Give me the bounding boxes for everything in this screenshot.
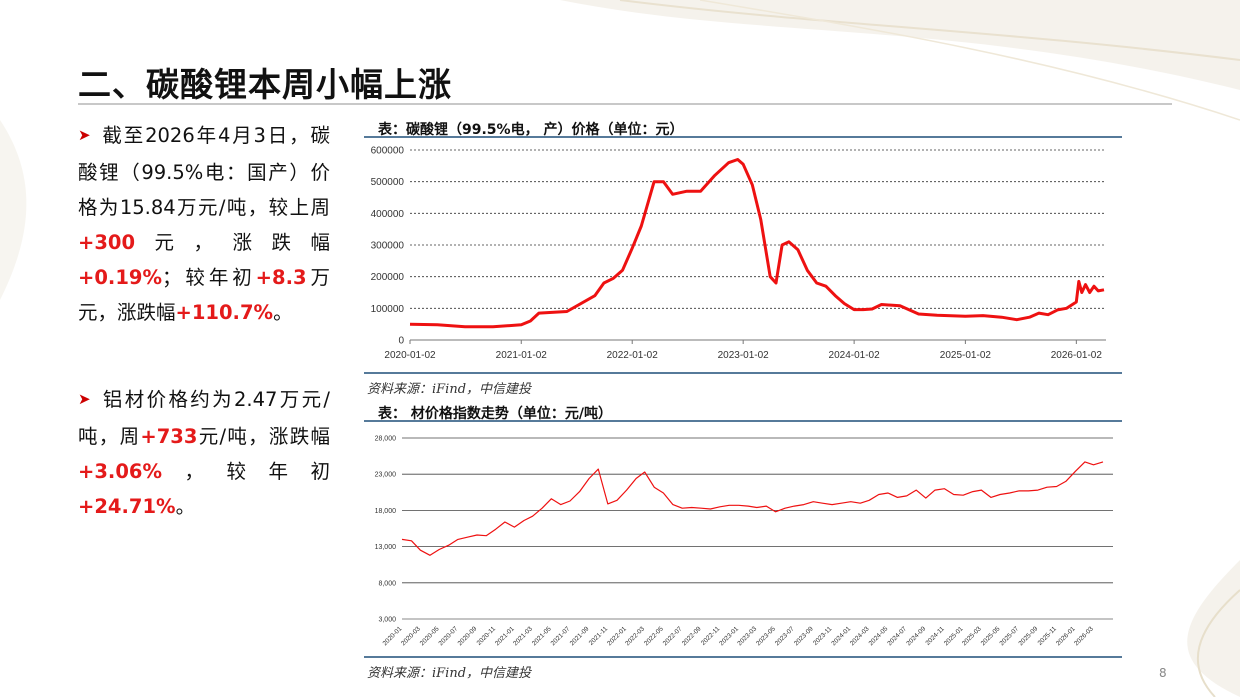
weekly-change-pct: +0.19%: [78, 266, 162, 289]
chart1-caption: 表：碳酸锂（99.5%电， 产）价格（单位：元）: [378, 122, 684, 138]
x-tick-label: 2025-09: [1017, 625, 1039, 647]
y-tick-label: 0: [398, 336, 404, 347]
x-tick-label: 2020-01-02: [384, 350, 436, 361]
x-tick-label: 2021-09: [569, 625, 591, 647]
bullet-lithium-carbonate: ➤ 截至2026年4月3日，碳酸锂（99.5%电：国产）价格为15.84万元/吨，…: [78, 118, 330, 330]
bullet-text: 元/吨，涨跌幅: [197, 425, 330, 448]
bullet-text: ；较年初: [162, 266, 256, 289]
arrow-right-icon: ➤: [78, 126, 91, 144]
ytd-change-pct: +110.7%: [175, 301, 274, 324]
x-tick-label: 2026-03: [1073, 625, 1095, 647]
y-tick-label: 13,000: [375, 544, 397, 551]
x-tick-label: 2022-03: [624, 625, 646, 647]
bullet-text: 万元，涨跌幅: [78, 266, 330, 324]
weekly-change-value: +300: [78, 231, 136, 254]
x-tick-label: 2023-09: [793, 625, 815, 647]
x-tick-label: 2024-01-02: [829, 350, 881, 361]
x-tick-label: 2024-05: [868, 625, 890, 647]
chart2-source: 资料来源：iFind，中信建投: [367, 666, 532, 681]
chart2-caption: 表： 材价格指数走势（单位：元/吨）: [378, 406, 612, 422]
x-tick-label: 2022-07: [662, 625, 684, 647]
x-tick-label: 2020-03: [400, 625, 422, 647]
aluminum-price-chart: 3,000 8,000 13,000 18,000 23,000 28,000 2020-0…: [364, 420, 1122, 658]
lithium-price-chart: 0 100000 200000 300000 400000 500000 600000 202…: [364, 136, 1122, 374]
x-tick-label: 2023-01-02: [718, 350, 770, 361]
y-tick-label: 400000: [371, 209, 405, 220]
bullet-text: 元，涨跌幅: [135, 231, 330, 254]
title-divider: [78, 103, 1172, 105]
bullet-text: 。: [273, 301, 293, 324]
x-tick-label: 2021-05: [531, 625, 553, 647]
x-tick-label: 2023-05: [755, 625, 777, 647]
y-tick-label: 28,000: [375, 436, 397, 443]
ytd-change-pct: +24.71%: [78, 495, 176, 518]
x-tick-label: 2021-03: [512, 625, 534, 647]
x-tick-label: 2025-07: [998, 625, 1020, 647]
y-tick-label: 500000: [371, 177, 405, 188]
y-tick-label: 100000: [371, 304, 405, 315]
x-tick-label: 2020-09: [457, 625, 479, 647]
x-tick-label: 2020-07: [438, 625, 460, 647]
x-tick-label: 2022-09: [681, 625, 703, 647]
chart1-source: 资料来源：iFind，中信建投: [367, 382, 532, 397]
bullet-text: 铝材价格约为2.47万元/吨，周: [78, 388, 330, 448]
x-tick-label: 2025-03: [961, 625, 983, 647]
y-tick-label: 8,000: [378, 580, 396, 587]
arrow-right-icon: ➤: [78, 390, 91, 408]
bullet-text: 。: [175, 495, 196, 518]
bullet-aluminum: ➤ 铝材价格约为2.47万元/吨，周+733元/吨，涨跌幅 +3.06%，较年初 +2…: [78, 382, 330, 524]
x-tick-label: 2021-07: [550, 625, 572, 647]
y-tick-label: 200000: [371, 272, 405, 283]
x-tick-label: 2025-05: [980, 625, 1002, 647]
weekly-change-pct: +3.06%: [78, 460, 162, 483]
bullet-text: ，较年初: [162, 460, 330, 483]
x-tick-label: 2022-05: [643, 625, 665, 647]
x-tick-label: 2022-01-02: [607, 350, 659, 361]
series-line-aluminum: [401, 461, 1104, 556]
x-tick-label: 2023-07: [774, 625, 796, 647]
x-tick-label: 2021-01-02: [496, 350, 548, 361]
bullet-text: 截至2026年4月3日，碳酸锂（99.5%电：国产）价格为15.84万元/吨，较…: [78, 124, 330, 219]
x-tick-label: 2024-07: [886, 625, 908, 647]
ytd-change-value: +8.3: [255, 266, 307, 289]
x-tick-label: 2020-05: [419, 625, 441, 647]
x-tick-label: 2023-03: [736, 625, 758, 647]
x-tick-label: 2026-01-02: [1051, 350, 1103, 361]
x-tick-label: 2025-01-02: [940, 350, 992, 361]
weekly-change-value: +733: [140, 425, 198, 448]
series-line-lithium-carbonate: [409, 158, 1105, 329]
x-tick-label: 2024-09: [905, 625, 927, 647]
page-number: 8: [1159, 666, 1167, 680]
y-tick-label: 3,000: [378, 617, 396, 624]
page-title: 二、碳酸锂本周小幅上涨: [78, 65, 452, 104]
y-tick-label: 18,000: [375, 508, 397, 515]
x-tick-label: 2024-03: [849, 625, 871, 647]
y-tick-label: 300000: [371, 241, 405, 252]
y-tick-label: 600000: [371, 146, 405, 157]
y-tick-label: 23,000: [375, 472, 397, 479]
